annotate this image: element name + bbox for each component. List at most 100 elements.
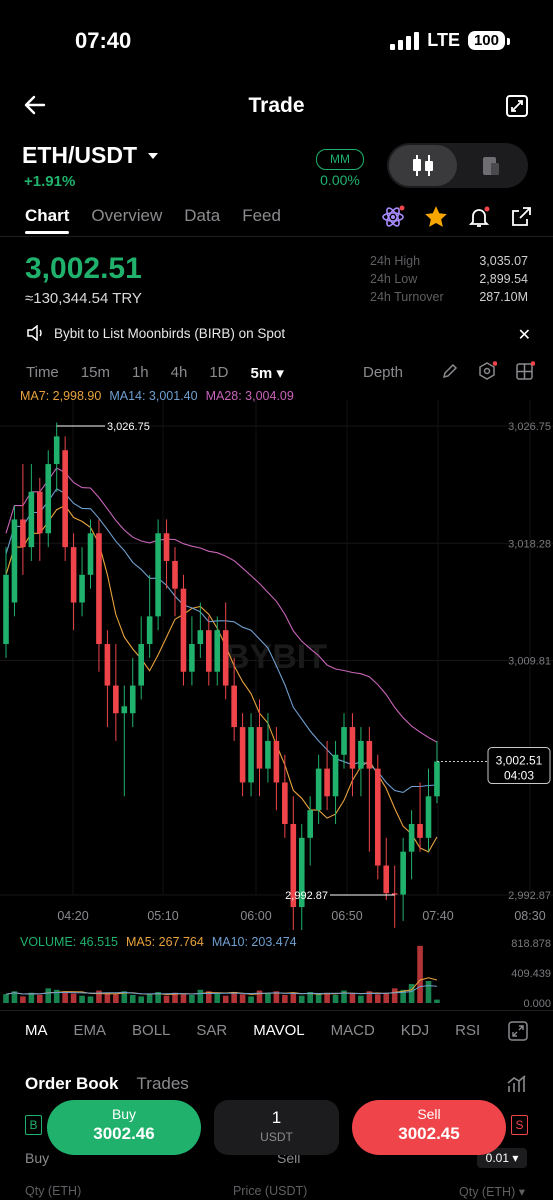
page-title: Trade [248,94,305,117]
volume-bar [231,992,237,1003]
ind-rsi[interactable]: RSI [455,1022,481,1039]
tab-trades[interactable]: Trades [136,1074,189,1093]
expand-icon[interactable] [505,94,529,118]
tab-data[interactable]: Data [184,206,221,225]
pencil-icon[interactable] [441,362,459,380]
candle-body [79,574,85,603]
interval-bar: Time 15m 1h 4h 1D 5m ▾ [26,364,284,382]
candle-body [3,574,9,645]
price-step-select[interactable]: 0.01 ▾ [477,1148,527,1168]
sell-button[interactable]: Sell 3002.45 [352,1100,506,1155]
x-tick-label: 04:20 [57,909,88,923]
interval-1h[interactable]: 1h [131,364,149,381]
high-marker-label: 3,026.75 [107,421,150,433]
x-tick-label: 06:00 [240,909,271,923]
candle-body [248,727,254,783]
ind-macd[interactable]: MACD [330,1022,375,1039]
x-tick-label: 06:50 [331,909,362,923]
back-arrow-icon[interactable] [22,92,48,118]
candlestick-chart[interactable]: BYBIT 3,026.75 3,018.28 3,009.81 2,992.87 0… [0,400,553,930]
candle-body [324,768,330,797]
buy-button[interactable]: Buy 3002.46 [47,1100,201,1155]
quantity-input[interactable]: 1 USDT [214,1100,339,1155]
volume-bar [341,990,347,1003]
candle-body [239,727,246,783]
candle-body [290,823,297,908]
interval-4h[interactable]: 4h [170,364,188,381]
ind-boll[interactable]: BOLL [132,1022,171,1039]
chart-watermark: BYBIT [225,638,327,676]
col-qty-sell[interactable]: Qty (ETH) ▾ [459,1185,525,1199]
ind-mavol[interactable]: MAVOL [253,1022,305,1039]
interval-1d[interactable]: 1D [209,364,229,381]
volume-bar [20,996,26,1003]
tab-feed[interactable]: Feed [242,206,281,225]
depth-tab[interactable]: Depth [363,364,404,381]
mm-badge[interactable]: MM [316,149,364,170]
current-price-box [487,747,551,785]
ind-ema[interactable]: EMA [73,1022,107,1039]
close-icon[interactable]: ✕ [517,327,531,344]
tab-overview[interactable]: Overview [91,206,163,225]
volume-bar [375,994,381,1003]
y-tick-label: 2,992.87 [508,890,551,902]
divider [0,1010,553,1011]
layout-grid-icon[interactable] [515,361,535,381]
volume-bar [248,996,254,1003]
ai-atom-icon[interactable] [381,205,405,229]
alert-bell-icon[interactable] [467,205,491,229]
candle-body [358,740,364,769]
indicator-expand-icon[interactable] [507,1020,529,1042]
low-marker-label: 2,992.87 [285,890,328,902]
candle-body [180,588,187,672]
buy-button-price: 3002.46 [93,1124,155,1143]
quantity-value: 1 [271,1108,282,1127]
volume-chart[interactable]: 818.878 409.439 0.000 [0,935,553,1010]
mode-toggle-active[interactable] [389,145,457,186]
candle-body [172,560,178,589]
vol-ma10-label: MA10: 203.474 [211,935,297,949]
volume-tick-label: 818.878 [511,938,551,950]
volume-bar [222,995,229,1003]
candle-body [113,685,119,714]
ma7-label: MA7: 2,998.90 [20,389,102,403]
candle-body [163,533,170,561]
interval-15m[interactable]: 15m [80,364,110,381]
last-price: 3,002.51 [25,252,142,285]
ind-kdj[interactable]: KDJ [400,1022,430,1039]
candle-body [256,727,263,769]
interval-5m[interactable]: 5m ▾ [250,365,284,382]
settings-icon[interactable] [477,361,497,381]
volume-bar [391,988,398,1003]
bar-chart-icon[interactable] [505,1072,529,1096]
pair-selector[interactable]: ETH/USDT [22,142,159,169]
volume-bar [172,992,178,1003]
candle-body [315,768,322,811]
candle-body [307,810,313,838]
trade-panel-icon[interactable] [478,153,504,179]
mm-value: 0.00% [320,172,360,188]
candle-body [425,796,432,838]
interval-time[interactable]: Time [26,364,59,381]
tab-order-book[interactable]: Order Book [25,1074,119,1093]
ind-ma[interactable]: MA [25,1022,48,1039]
ma28-line [5,467,438,743]
announcement-text: Bybit to List Moonbirds (BIRB) on Spot [54,325,286,341]
announcement[interactable]: Bybit to List Moonbirds (BIRB) on Spot [26,325,285,341]
candle-body [96,533,102,645]
volume-bar [87,996,94,1003]
volume-bar [37,994,43,1003]
favorite-star-icon[interactable] [423,204,449,230]
candle-body [121,706,128,714]
ind-sar[interactable]: SAR [196,1022,228,1039]
stat-low: 24h Low 2,899.54 [370,272,528,286]
vol-ma5-label: MA5: 267.764 [125,935,204,949]
tab-chart[interactable]: Chart [25,206,70,234]
battery-icon: 100 [467,31,511,50]
share-icon[interactable] [509,205,533,229]
candle-body [62,450,68,548]
x-tick-label: 05:10 [147,909,178,923]
candle-body [391,893,398,895]
stats-24h: 24h High 3,035.07 24h Low 2,899.54 24h Tur… [370,254,528,308]
pair-change: +1.91% [24,173,76,190]
